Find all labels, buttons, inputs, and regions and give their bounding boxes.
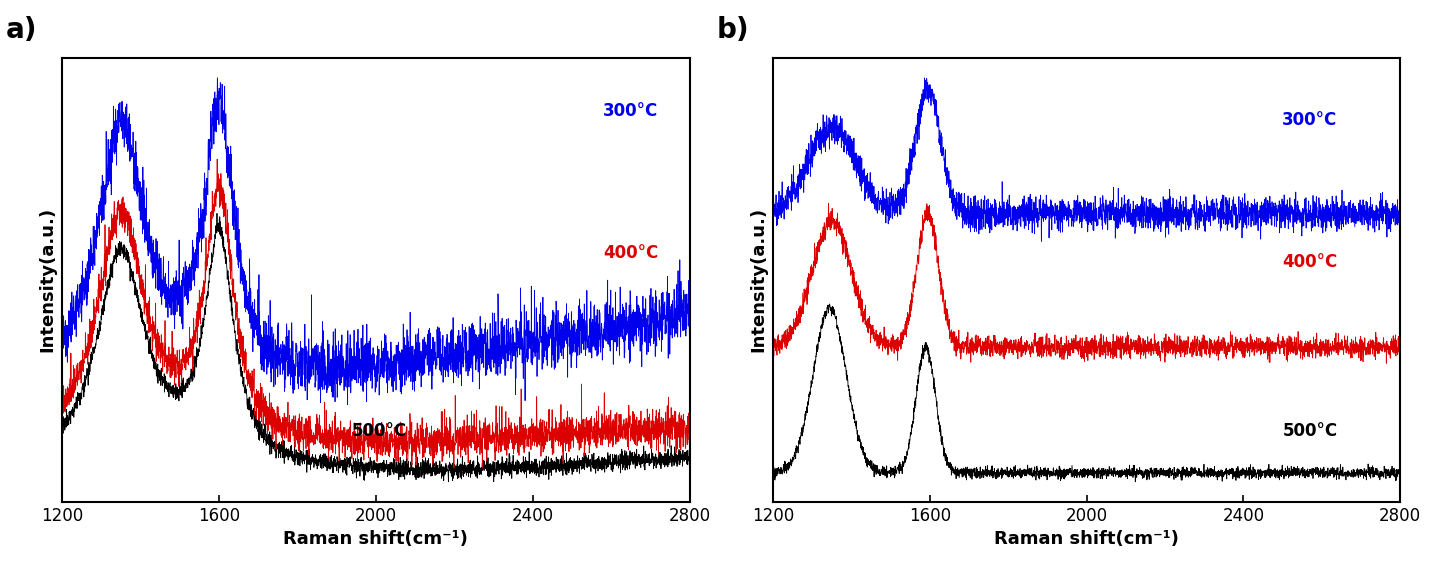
Text: b): b) xyxy=(716,16,749,45)
X-axis label: Raman shift(cm⁻¹): Raman shift(cm⁻¹) xyxy=(994,531,1179,549)
Y-axis label: Intensity(a.u.): Intensity(a.u.) xyxy=(39,207,56,353)
Text: a): a) xyxy=(6,16,37,45)
Text: 400°C: 400°C xyxy=(1283,253,1337,271)
Text: 500°C: 500°C xyxy=(352,422,407,440)
Text: 300°C: 300°C xyxy=(1283,111,1337,129)
X-axis label: Raman shift(cm⁻¹): Raman shift(cm⁻¹) xyxy=(283,531,469,549)
Text: 400°C: 400°C xyxy=(603,244,659,262)
Text: 500°C: 500°C xyxy=(1283,422,1337,440)
Y-axis label: Intensity(a.u.): Intensity(a.u.) xyxy=(749,207,768,353)
Text: 300°C: 300°C xyxy=(603,102,659,120)
